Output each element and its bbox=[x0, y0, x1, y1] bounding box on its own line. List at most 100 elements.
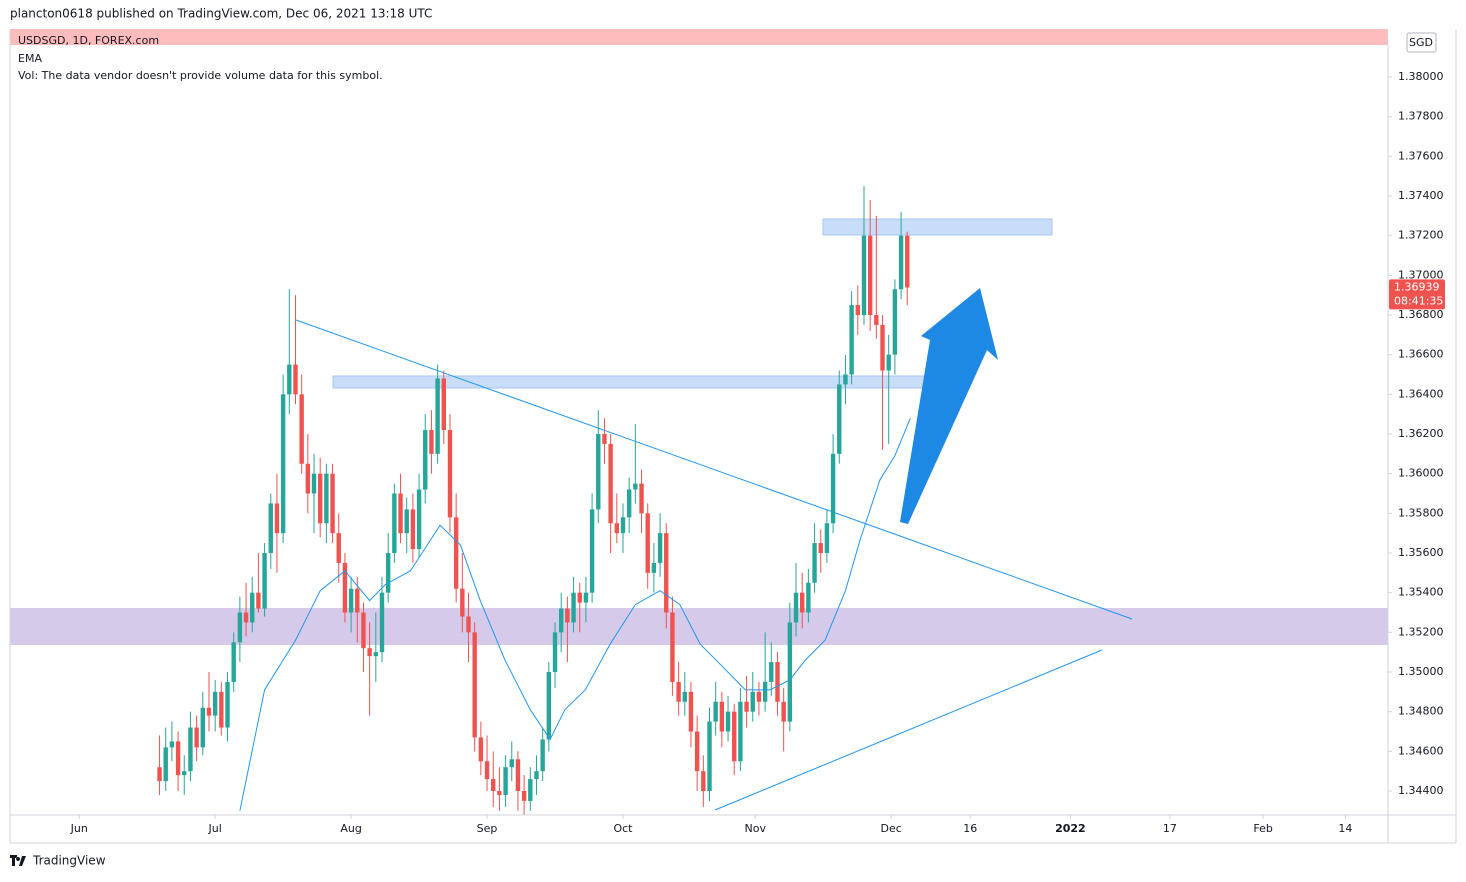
candle-body bbox=[287, 364, 292, 395]
candle-body bbox=[441, 378, 446, 431]
candle-body bbox=[707, 721, 712, 792]
candle-body bbox=[738, 701, 743, 762]
candle-body bbox=[280, 394, 286, 534]
candle-body bbox=[355, 588, 360, 613]
candle-body bbox=[651, 562, 657, 573]
x-tick-label: Oct bbox=[613, 822, 633, 835]
ema-line bbox=[239, 417, 911, 811]
candle-body bbox=[898, 235, 904, 290]
candle-body bbox=[318, 473, 323, 524]
candle-body bbox=[453, 517, 459, 589]
y-tick-label: 1.37600 bbox=[1398, 149, 1444, 162]
x-tick-label: Feb bbox=[1253, 822, 1272, 835]
candle-body bbox=[559, 608, 564, 633]
candle-body bbox=[540, 739, 545, 772]
candle-body bbox=[886, 354, 891, 371]
candle-body bbox=[713, 701, 718, 722]
candle-body bbox=[416, 489, 422, 550]
candle-body bbox=[855, 305, 861, 316]
x-tick-label: 17 bbox=[1163, 822, 1177, 835]
candle-body bbox=[670, 612, 675, 682]
candle-body bbox=[793, 592, 799, 623]
candle-body bbox=[880, 324, 885, 371]
candle-body bbox=[293, 364, 298, 395]
y-tick-label: 1.37800 bbox=[1398, 110, 1444, 123]
candle-body bbox=[182, 771, 187, 776]
candle-body bbox=[676, 681, 681, 702]
candle-body bbox=[565, 608, 570, 623]
candle-body bbox=[250, 592, 255, 623]
x-tick-label: 2022 bbox=[1055, 822, 1086, 835]
candle-body bbox=[460, 588, 465, 617]
candle-body bbox=[577, 592, 582, 603]
y-tick-label: 1.37200 bbox=[1398, 229, 1444, 242]
candle-body bbox=[466, 616, 471, 633]
x-tick-label: Nov bbox=[744, 822, 766, 835]
candle-body bbox=[330, 473, 335, 534]
x-tick-label: Jun bbox=[70, 822, 88, 835]
candle-body bbox=[385, 553, 391, 593]
y-tick-label: 1.35000 bbox=[1398, 665, 1444, 678]
candle-body bbox=[645, 513, 650, 573]
y-tick-label: 1.34800 bbox=[1398, 705, 1444, 718]
candle-body bbox=[188, 727, 193, 772]
x-tick-label: 14 bbox=[1338, 822, 1352, 835]
candle-body bbox=[373, 652, 379, 657]
x-tick-label: Sep bbox=[477, 822, 498, 835]
y-tick-label: 1.36000 bbox=[1398, 467, 1444, 480]
candle-body bbox=[268, 503, 273, 554]
currency: SGD bbox=[1409, 36, 1433, 49]
candle-body bbox=[243, 612, 249, 623]
trend-line bbox=[714, 649, 1103, 811]
candle-body bbox=[521, 791, 527, 801]
published-note: plancton0618 published on TradingView.co… bbox=[10, 7, 432, 21]
candle-body bbox=[200, 707, 205, 748]
brand-logo bbox=[10, 855, 26, 866]
candle-body bbox=[447, 430, 453, 518]
candle-body bbox=[472, 632, 477, 738]
candle-body bbox=[664, 533, 669, 613]
resistance-zone bbox=[822, 218, 1053, 236]
currency-badge bbox=[1406, 32, 1437, 53]
candle-body bbox=[725, 711, 731, 732]
candle-body bbox=[503, 767, 508, 795]
candle-body bbox=[219, 691, 224, 728]
y-tick-label: 1.35600 bbox=[1398, 546, 1444, 559]
candle-body bbox=[596, 434, 601, 510]
candle-body bbox=[626, 489, 632, 518]
candle-body bbox=[515, 759, 521, 792]
candle-body bbox=[225, 681, 230, 728]
candle-body bbox=[775, 662, 780, 702]
candle-body bbox=[169, 741, 175, 748]
candle-body bbox=[206, 707, 212, 716]
candle-body bbox=[528, 779, 533, 801]
header-band bbox=[10, 29, 1388, 45]
candle-body bbox=[719, 701, 725, 732]
candle-body bbox=[392, 493, 397, 554]
candle-body bbox=[175, 741, 181, 776]
candle-body bbox=[311, 473, 317, 494]
symbol: USDSGD, 1D, FOREX.com bbox=[18, 34, 159, 47]
candle-body bbox=[274, 503, 280, 534]
candle-body bbox=[837, 384, 842, 454]
candle-body bbox=[602, 434, 607, 444]
candle-body bbox=[546, 672, 552, 740]
candle-body bbox=[497, 791, 502, 795]
arrow bbox=[900, 288, 998, 524]
candle-body bbox=[163, 747, 168, 782]
candle-body bbox=[478, 737, 484, 762]
candles bbox=[157, 186, 911, 815]
candle-body bbox=[589, 509, 595, 593]
candle-body bbox=[861, 235, 867, 316]
candle-body bbox=[336, 533, 341, 563]
candle-body bbox=[429, 430, 434, 454]
candle-body bbox=[620, 517, 626, 534]
candle-body bbox=[806, 582, 811, 613]
candle-body bbox=[818, 543, 823, 554]
y-tick-label: 1.35400 bbox=[1398, 586, 1444, 599]
candle-body bbox=[892, 289, 898, 355]
candle-body bbox=[256, 592, 261, 609]
candle-body bbox=[633, 483, 638, 490]
x-tick-label: Jul bbox=[208, 822, 222, 835]
